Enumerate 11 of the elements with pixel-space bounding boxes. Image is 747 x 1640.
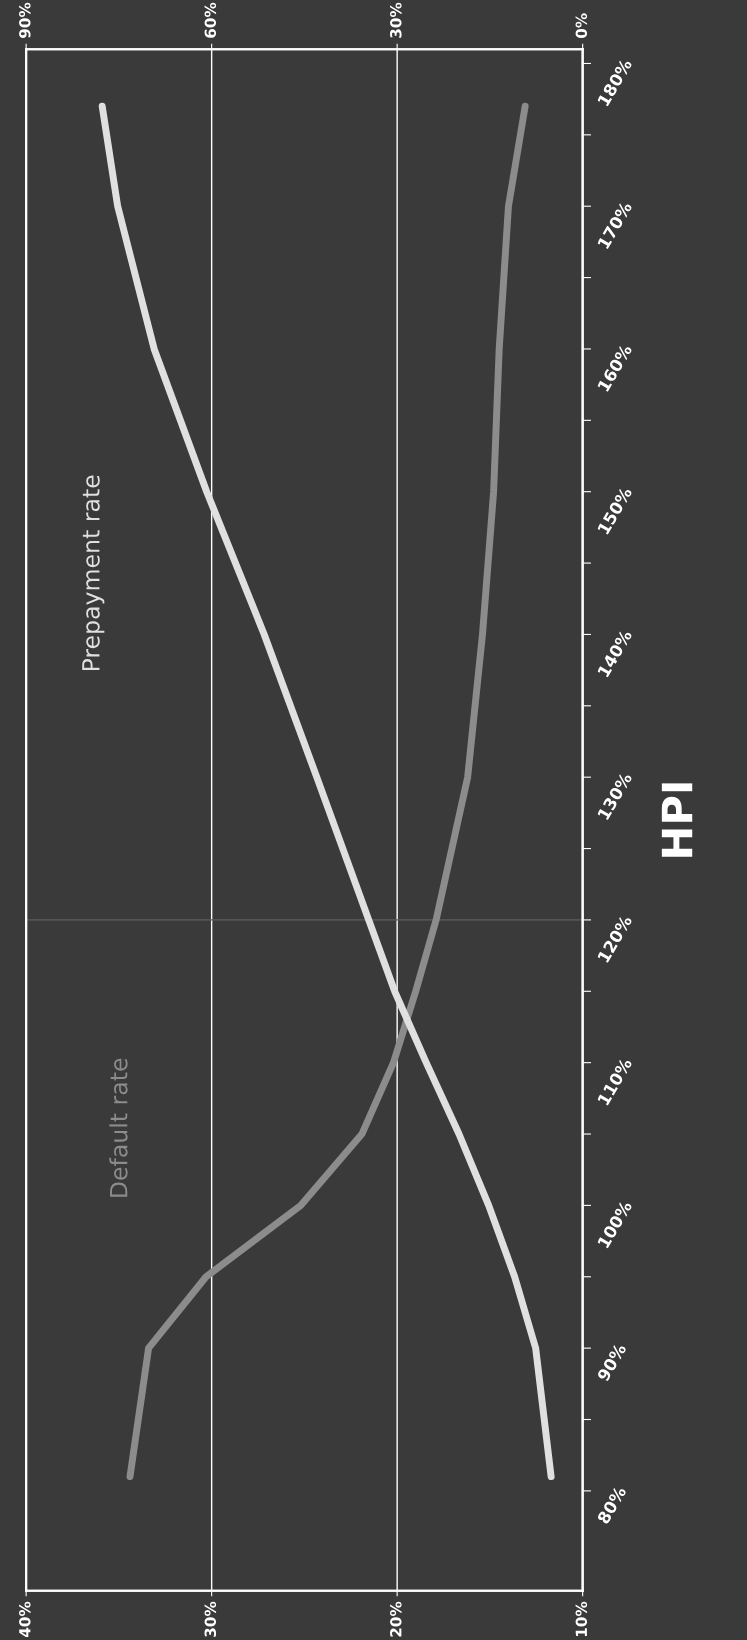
text: Default rate bbox=[109, 1058, 128, 1197]
x2-tick-label: 30% bbox=[390, 2, 402, 38]
x-tick-label: 40% bbox=[19, 1601, 31, 1638]
x2-tick-label: 0% bbox=[575, 13, 588, 39]
x2-tick-label: 90% bbox=[19, 2, 31, 38]
x-tick-label: 30% bbox=[204, 1601, 217, 1637]
x2-tick-label: 60% bbox=[204, 2, 217, 38]
x-tick-label: 20% bbox=[390, 1601, 402, 1637]
text: Prepayment rate bbox=[82, 475, 105, 671]
y-axis-title: HPI bbox=[661, 783, 693, 857]
x-tick-label: 10% bbox=[575, 1601, 588, 1637]
